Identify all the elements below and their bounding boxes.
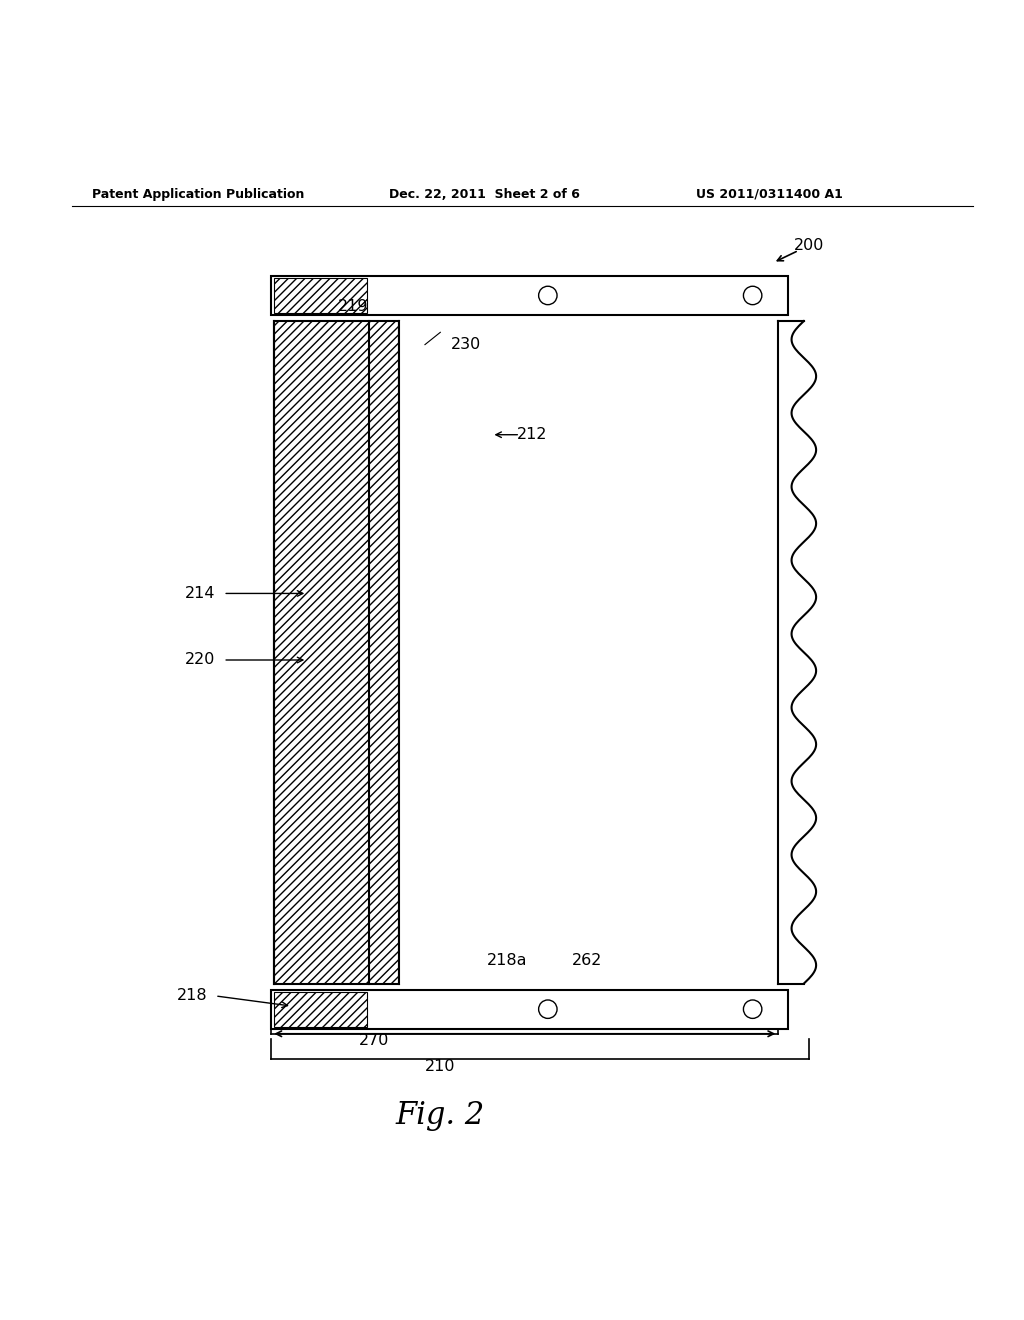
Text: US 2011/0311400 A1: US 2011/0311400 A1: [696, 187, 843, 201]
Bar: [274, 279, 367, 313]
Text: Patent Application Publication: Patent Application Publication: [92, 187, 304, 201]
Text: 219: 219: [338, 300, 369, 314]
Bar: [271, 276, 788, 315]
Text: 230: 230: [451, 337, 481, 352]
Text: Fig. 2: Fig. 2: [395, 1100, 485, 1131]
Text: 218: 218: [177, 989, 208, 1003]
Bar: [274, 321, 399, 983]
Text: 200: 200: [794, 238, 824, 253]
Bar: [330, 1007, 340, 1019]
Bar: [271, 990, 788, 1028]
Bar: [274, 991, 367, 1027]
Bar: [399, 321, 778, 983]
Bar: [330, 293, 340, 306]
Text: 262: 262: [571, 953, 602, 968]
Text: 218a: 218a: [486, 953, 527, 968]
Text: 214: 214: [184, 586, 215, 601]
Bar: [323, 292, 348, 306]
Text: 210: 210: [425, 1059, 456, 1074]
Text: 220: 220: [184, 652, 215, 668]
Text: 270: 270: [358, 1034, 389, 1048]
Bar: [323, 1005, 348, 1020]
Text: 212: 212: [517, 428, 548, 442]
Text: Dec. 22, 2011  Sheet 2 of 6: Dec. 22, 2011 Sheet 2 of 6: [389, 187, 580, 201]
